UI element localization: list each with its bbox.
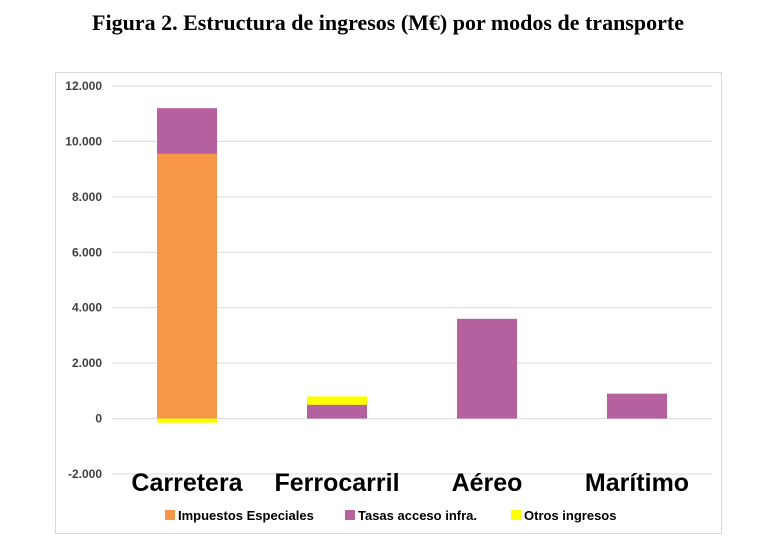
bar-segment bbox=[307, 404, 367, 419]
y-axis-ticks: 12.000 10.000 8.000 6.000 4.000 2.000 0 -2.000 bbox=[65, 79, 102, 481]
legend: Impuestos Especiales Tasas acceso infra. O… bbox=[165, 508, 616, 523]
y-tick-label: 10.000 bbox=[65, 134, 102, 148]
y-tick-label: 12.000 bbox=[65, 79, 102, 93]
bar-segment bbox=[607, 393, 667, 419]
y-tick-label: 4.000 bbox=[72, 301, 102, 315]
legend-label: Otros ingresos bbox=[524, 508, 616, 523]
x-category-label: Ferrocarril bbox=[274, 469, 399, 497]
y-tick-label: 6.000 bbox=[72, 245, 102, 259]
y-tick-label: 2.000 bbox=[72, 356, 102, 370]
x-category-label: Aéreo bbox=[452, 469, 523, 497]
bar-segment bbox=[457, 318, 517, 419]
y-tick-label: 8.000 bbox=[72, 190, 102, 204]
bar-segment bbox=[157, 418, 217, 423]
legend-swatch bbox=[165, 510, 175, 520]
y-tick-label: 0 bbox=[95, 412, 102, 426]
y-tick-label: -2.000 bbox=[68, 467, 102, 481]
bars bbox=[157, 108, 667, 423]
x-axis-categories: Carretera Ferrocarril Aéreo Marítimo bbox=[131, 469, 689, 497]
legend-label: Tasas acceso infra. bbox=[358, 508, 477, 523]
legend-label: Impuestos Especiales bbox=[178, 508, 314, 523]
bar-segment bbox=[157, 153, 217, 419]
chart-area bbox=[55, 72, 722, 534]
legend-swatch bbox=[511, 510, 521, 520]
x-category-label: Marítimo bbox=[585, 469, 689, 497]
bar-segment bbox=[307, 396, 367, 405]
bar-segment bbox=[157, 108, 217, 154]
x-category-label: Carretera bbox=[131, 469, 243, 497]
legend-swatch bbox=[345, 510, 355, 520]
figure-title: Figura 2. Estructura de ingresos (M€) po… bbox=[92, 10, 684, 35]
